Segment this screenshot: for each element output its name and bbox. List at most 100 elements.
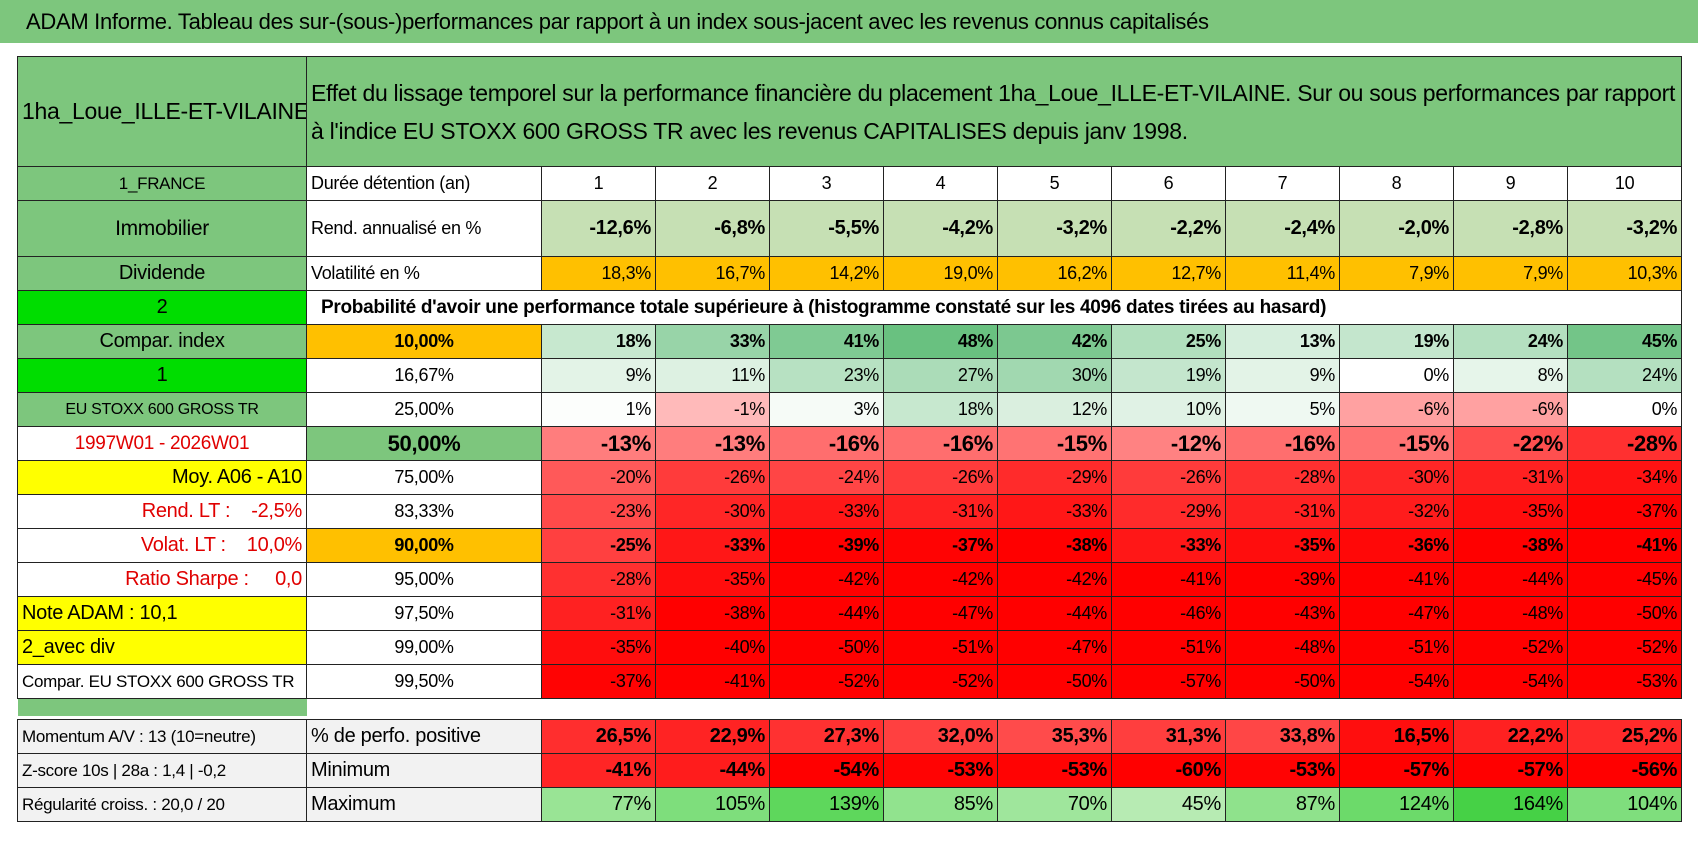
table-row: Moy. A06 - A10 75,00% -20% -26% -24% -26% -29%… [17, 460, 1683, 495]
value-cell: -35% [541, 630, 656, 665]
value-cell: -31% [541, 596, 656, 631]
row-header: 2_avec div [17, 630, 307, 665]
summary-header: Momentum A/V : 13 (10=neutre) [17, 719, 307, 754]
separator [307, 699, 1682, 717]
value-cell: 41% [769, 324, 884, 359]
summary-value: 26,5% [541, 719, 656, 754]
value-cell: -37% [1566, 494, 1683, 529]
value-cell: 18,3% [541, 256, 656, 291]
value-cell: -2,0% [1339, 200, 1454, 257]
holding-period: 4 [883, 166, 998, 201]
value-cell: 7,9% [1339, 256, 1454, 291]
value-cell: 24% [1566, 358, 1683, 393]
value-cell: -34% [1566, 460, 1683, 495]
value-cell: -37% [883, 528, 998, 563]
value-cell: -39% [1225, 562, 1340, 597]
value-cell: -12% [1111, 426, 1226, 461]
value-cell: -33% [997, 494, 1112, 529]
summary-header: Régularité croiss. : 20,0 / 20 [17, 787, 307, 822]
table-row: EU STOXX 600 GROSS TR 25,00% 1% -1% 3% 18% 12%… [17, 392, 1683, 427]
table-row: 1_FRANCE Durée détention (an) 1 2 3 4 5 6 7 8 9 10 [17, 166, 1683, 201]
summary-value: -54% [769, 753, 884, 788]
summary-value: 35,3% [997, 719, 1112, 754]
title-bar: ADAM Informe. Tableau des sur-(sous-)per… [0, 0, 1698, 43]
value-cell: 11% [655, 358, 770, 393]
value-cell: -5,5% [769, 200, 884, 257]
value-cell: -41% [1339, 562, 1454, 597]
summary-value: 32,0% [883, 719, 998, 754]
value-cell: -50% [1566, 596, 1683, 631]
value-cell: -31% [1453, 460, 1568, 495]
value-cell: 33% [655, 324, 770, 359]
value-cell: -37% [541, 664, 656, 699]
summary-value: -53% [1225, 753, 1340, 788]
value-cell: -26% [655, 460, 770, 495]
row-label: Durée détention (an) [306, 166, 542, 201]
table-row: 2 Probabilité d'avoir une performance tot… [17, 290, 1683, 325]
table-row: 2_avec div 99,00% -35% -40% -50% -51% -47% -51%… [17, 630, 1683, 665]
performance-table: 1ha_Loue_ILLE-ET-VILAINE Effet du lissag… [17, 56, 1683, 822]
row-header: Note ADAM : 10,1 [17, 596, 307, 631]
value-cell: -48% [1453, 596, 1568, 631]
summary-value: 33,8% [1225, 719, 1340, 754]
value-cell: -47% [997, 630, 1112, 665]
description-cell: Effet du lissage temporel sur la perform… [305, 56, 1683, 167]
value-cell: -2,8% [1453, 200, 1568, 257]
value-cell: 24% [1453, 324, 1568, 359]
sheet: 1ha_Loue_ILLE-ET-VILAINE Effet du lissag… [17, 56, 1683, 822]
row-label: 97,50% [306, 596, 542, 631]
row-label: Rend. annualisé en % [306, 200, 542, 257]
value-cell: -40% [655, 630, 770, 665]
value-cell: 13% [1225, 324, 1340, 359]
row-header: Immobilier [17, 200, 307, 257]
value-cell: -57% [1111, 664, 1226, 699]
value-cell: 7,9% [1453, 256, 1568, 291]
value-cell: -13% [541, 426, 656, 461]
value-cell: 12,7% [1111, 256, 1226, 291]
value-cell: -46% [1111, 596, 1226, 631]
value-cell: -28% [1225, 460, 1340, 495]
value-cell: 18% [883, 392, 998, 427]
holding-period: 9 [1453, 166, 1568, 201]
row-label: 50,00% [306, 426, 542, 461]
value-cell: -31% [1225, 494, 1340, 529]
value-cell: -35% [1453, 494, 1568, 529]
value-cell: -25% [541, 528, 656, 563]
summary-row: Momentum A/V : 13 (10=neutre)% de perfo.… [17, 719, 1683, 754]
value-cell: -1% [655, 392, 770, 427]
value-cell: -31% [883, 494, 998, 529]
row-header: Dividende [17, 256, 307, 291]
row-header: Compar. index [17, 324, 307, 359]
row-label: 10,00% [306, 324, 542, 359]
value-cell: 0% [1566, 392, 1683, 427]
summary-value: 70% [997, 787, 1112, 822]
value-cell: 30% [997, 358, 1112, 393]
table-row: Dividende Volatilité en % 18,3% 16,7% 14,2% 1… [17, 256, 1683, 291]
value-cell: 14,2% [769, 256, 884, 291]
value-cell: 0% [1339, 358, 1454, 393]
summary-value: -44% [655, 753, 770, 788]
probability-caption: Probabilité d'avoir une performance tota… [305, 290, 1683, 325]
summary-value: -57% [1453, 753, 1568, 788]
value-cell: -29% [997, 460, 1112, 495]
row-header: Moy. A06 - A10 [17, 460, 307, 495]
value-cell: -50% [997, 664, 1112, 699]
header-row: 1ha_Loue_ILLE-ET-VILAINE Effet du lissag… [17, 56, 1683, 167]
value-cell: -26% [883, 460, 998, 495]
value-cell: -45% [1566, 562, 1683, 597]
table-row: 1997W01 - 2026W01 50,00% -13% -13% -16% -16% -… [17, 426, 1683, 461]
value-cell: 42% [997, 324, 1112, 359]
value-cell: -51% [1111, 630, 1226, 665]
value-cell: 10,3% [1566, 256, 1683, 291]
value-cell: -38% [1453, 528, 1568, 563]
table-row: Compar. EU STOXX 600 GROSS TR 99,50% -37% -… [17, 664, 1683, 699]
table-row: Immobilier Rend. annualisé en % -12,6% -6,8… [17, 200, 1683, 257]
value-cell: -54% [1453, 664, 1568, 699]
value-cell: -52% [883, 664, 998, 699]
table-row: Volat. LT : 10,0% 90,00% -25% -33% -39% -37% -… [17, 528, 1683, 563]
row-label: 95,00% [306, 562, 542, 597]
value-cell: -6% [1453, 392, 1568, 427]
value-cell: -2,2% [1111, 200, 1226, 257]
holding-period: 3 [769, 166, 884, 201]
summary-label: Minimum [306, 753, 542, 788]
